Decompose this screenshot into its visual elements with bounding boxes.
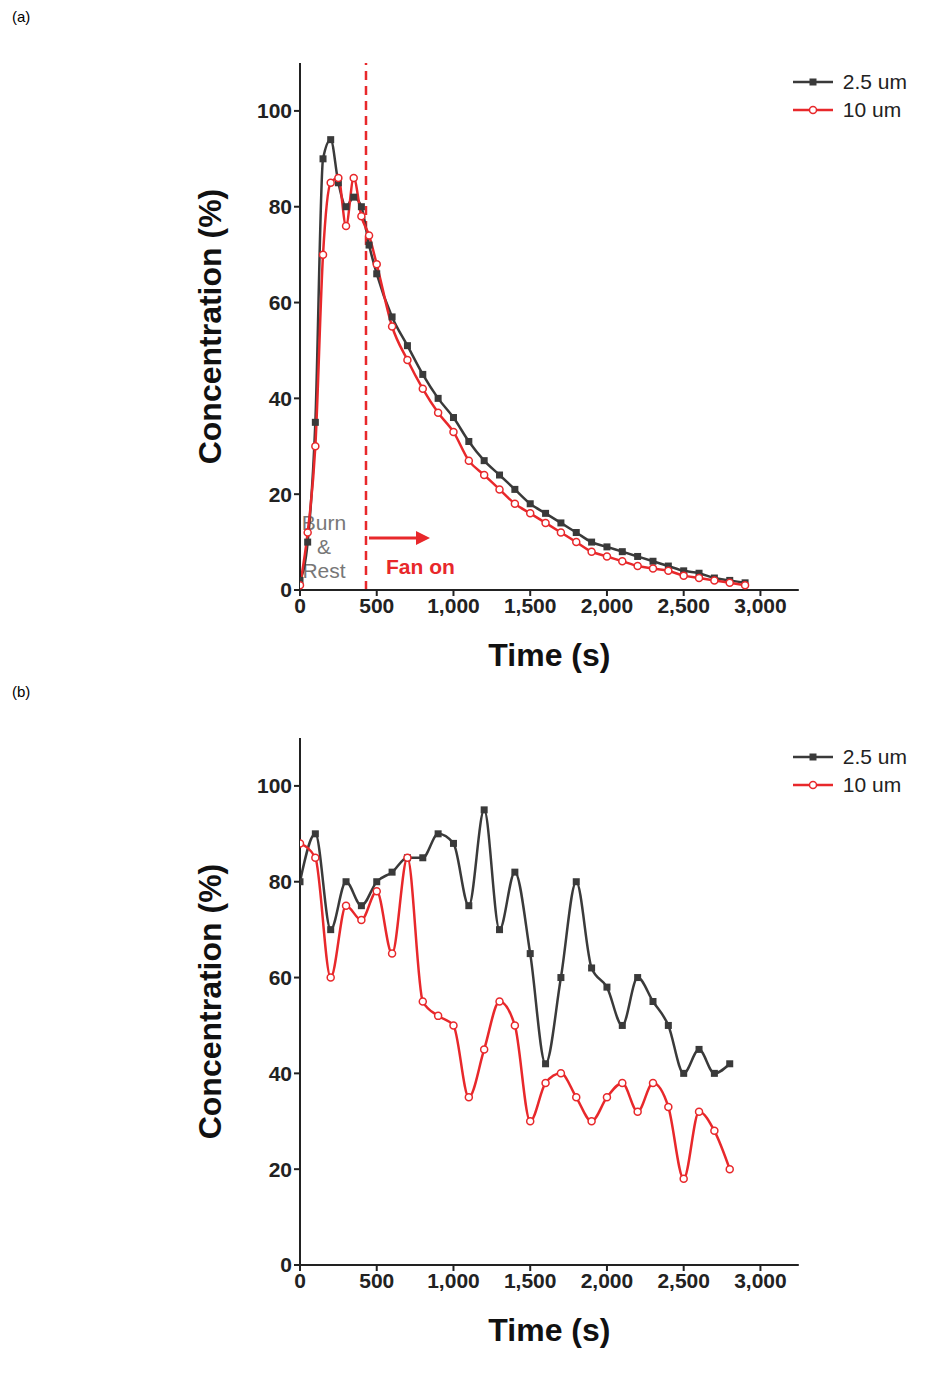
svg-text:40: 40 bbox=[269, 387, 292, 410]
html-text:2.5 um: 2.5 um bbox=[842, 70, 907, 93]
svg-text:20: 20 bbox=[269, 1158, 292, 1181]
svg-text:1,500: 1,500 bbox=[504, 1269, 557, 1292]
html-text:(a): (a) bbox=[12, 8, 31, 25]
html-text:10 um: 10 um bbox=[842, 773, 902, 796]
svg-text:Time (s): Time (s) bbox=[488, 637, 610, 673]
svg-text:Burn: Burn bbox=[301, 511, 347, 534]
svg-text:2,500: 2,500 bbox=[657, 1269, 710, 1292]
svg-text:Concentration (%): Concentration (%) bbox=[192, 864, 228, 1140]
svg-text:80: 80 bbox=[269, 870, 292, 893]
svg-text:500: 500 bbox=[359, 1269, 394, 1292]
svg-text:&: & bbox=[317, 535, 331, 558]
svg-text:80: 80 bbox=[269, 195, 292, 218]
svg-text:2,500: 2,500 bbox=[657, 594, 710, 617]
svg-text:2,000: 2,000 bbox=[581, 594, 634, 617]
svg-text:1,000: 1,000 bbox=[427, 1269, 480, 1292]
svg-text:Time (s): Time (s) bbox=[488, 1312, 610, 1348]
svg-text:Concentration (%): Concentration (%) bbox=[192, 189, 228, 465]
svg-text:40: 40 bbox=[269, 1062, 292, 1085]
svg-text:1,500: 1,500 bbox=[504, 594, 557, 617]
svg-text:0: 0 bbox=[294, 1269, 306, 1292]
html-text:(b): (b) bbox=[12, 683, 31, 700]
html-text:2.5 um: 2.5 um bbox=[842, 745, 907, 768]
svg-text:100: 100 bbox=[257, 774, 292, 797]
svg-text:20: 20 bbox=[269, 483, 292, 506]
html-text:10 um: 10 um bbox=[842, 98, 902, 121]
svg-text:100: 100 bbox=[257, 99, 292, 122]
svg-text:3,000: 3,000 bbox=[734, 594, 787, 617]
svg-text:500: 500 bbox=[359, 594, 394, 617]
svg-text:2,000: 2,000 bbox=[581, 1269, 634, 1292]
svg-text:0: 0 bbox=[280, 1253, 292, 1276]
svg-text:Rest: Rest bbox=[302, 559, 345, 582]
svg-text:60: 60 bbox=[269, 966, 292, 989]
svg-text:0: 0 bbox=[294, 594, 306, 617]
svg-text:3,000: 3,000 bbox=[734, 1269, 787, 1292]
svg-text:0: 0 bbox=[280, 578, 292, 601]
svg-text:60: 60 bbox=[269, 291, 292, 314]
svg-text:1,000: 1,000 bbox=[427, 594, 480, 617]
svg-text:Fan on: Fan on bbox=[386, 555, 455, 578]
